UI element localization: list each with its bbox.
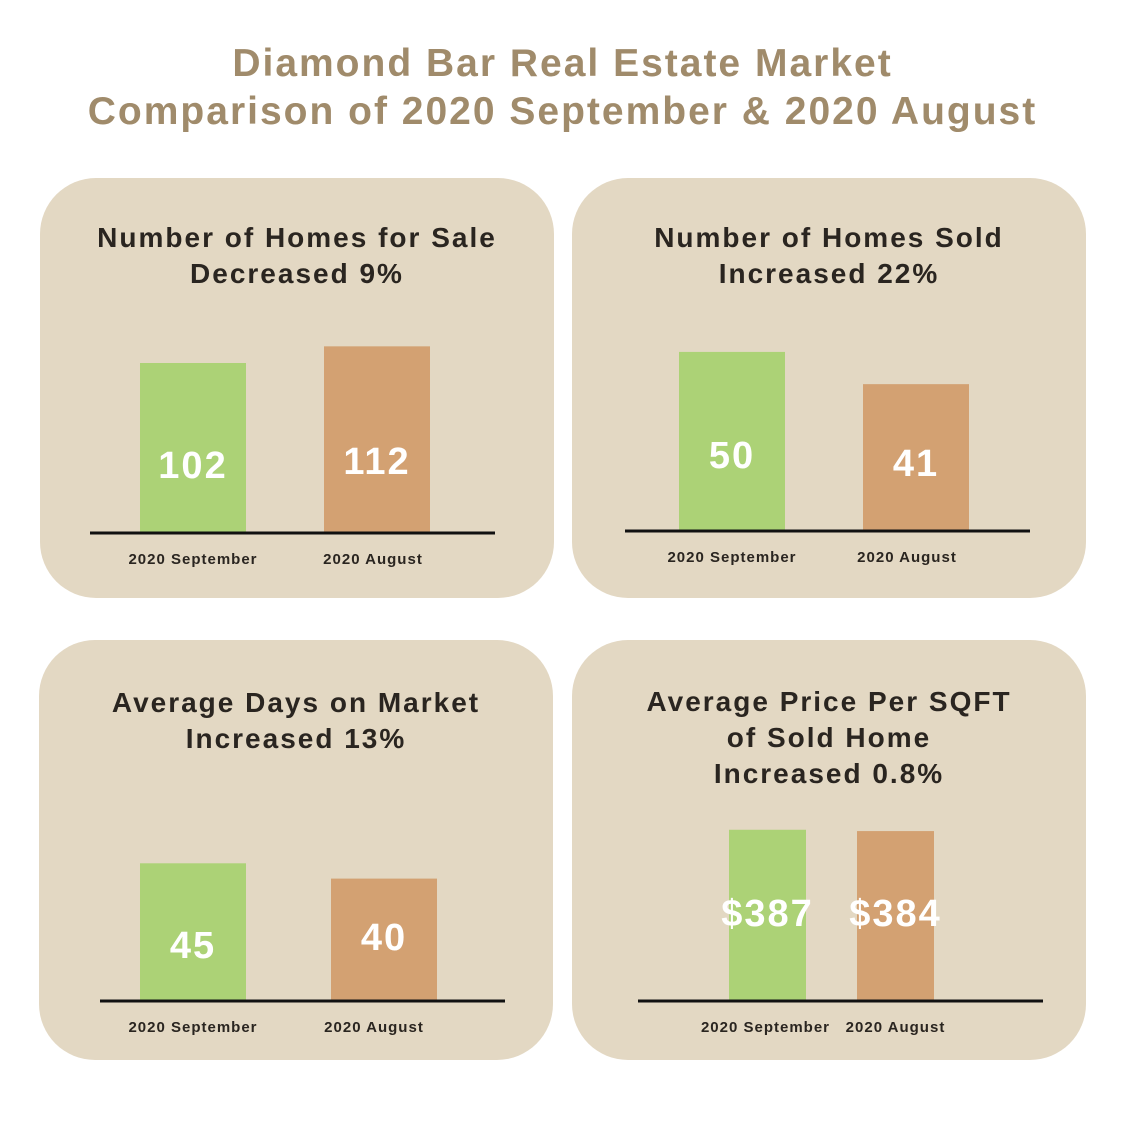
chart-title-line: Number of Homes Sold	[654, 222, 1004, 253]
page-title-line1: Diamond Bar Real Estate Market	[232, 42, 893, 85]
chart-title-line: Average Price Per SQFT	[646, 686, 1012, 717]
chart-title-line: Increased 22%	[718, 258, 940, 289]
chart-title-line: Average Days on Market	[111, 687, 481, 718]
chart-title-line: Number of Homes for Sale	[97, 222, 497, 253]
bar-august	[324, 346, 430, 533]
chart-title: Average Price Per SQFT of Sold Home Incr…	[572, 684, 1086, 792]
bar-value-label: 112	[343, 441, 410, 483]
category-label: 2020 September	[667, 549, 796, 566]
chart-title-line: of Sold Home	[726, 722, 932, 753]
bar-august	[863, 384, 969, 531]
category-label: 2020 August	[323, 551, 423, 568]
category-label: 2020 August	[846, 1019, 946, 1036]
bar-september	[140, 363, 246, 533]
bar-chart: 45 2020 September 40 2020 August	[100, 863, 505, 1036]
category-label: 2020 August	[324, 1019, 424, 1036]
bar-value-label: 45	[170, 925, 216, 967]
chart-panel-price-per-sqft: Average Price Per SQFT of Sold Home Incr…	[572, 640, 1086, 1060]
bar-value-label: $384	[849, 893, 942, 935]
bar-chart: 102 2020 September 112 2020 August	[90, 346, 495, 568]
chart-title-line: Increased 13%	[185, 723, 407, 754]
bar-august	[331, 878, 437, 1001]
bar-value-label: 41	[893, 443, 939, 485]
bar-value-label: $387	[721, 893, 814, 935]
chart-title-line: Decreased 9%	[190, 258, 404, 289]
bar-value-label: 40	[361, 917, 407, 959]
bar-august	[857, 831, 934, 1001]
chart-title: Number of Homes Sold Increased 22%	[572, 220, 1086, 292]
bar-value-label: 102	[158, 445, 227, 487]
page-title: Diamond Bar Real Estate Market Compariso…	[0, 40, 1125, 136]
chart-panel-homes-for-sale: Number of Homes for Sale Decreased 9% 10…	[40, 178, 554, 598]
bar-chart: $387 2020 September $384 2020 August	[638, 829, 1043, 1036]
chart-title: Average Days on Market Increased 13%	[39, 685, 553, 757]
category-label: 2020 August	[857, 549, 957, 566]
bar-chart: 50 2020 September 41 2020 August	[625, 351, 1030, 566]
category-label: 2020 September	[701, 1019, 830, 1036]
chart-title: Number of Homes for Sale Decreased 9%	[40, 220, 554, 292]
category-label: 2020 September	[128, 1019, 257, 1036]
page-title-line2: Comparison of 2020 September & 2020 Augu…	[87, 90, 1038, 133]
bar-value-label: 50	[709, 435, 755, 477]
chart-panel-days-on-market: Average Days on Market Increased 13% 45 2…	[39, 640, 553, 1060]
bar-september	[729, 829, 806, 1001]
bar-september	[679, 351, 785, 531]
category-label: 2020 September	[128, 551, 257, 568]
bar-september	[140, 863, 246, 1001]
chart-title-line: Increased 0.8%	[713, 758, 945, 789]
chart-panel-homes-sold: Number of Homes Sold Increased 22% 50 202…	[572, 178, 1086, 598]
